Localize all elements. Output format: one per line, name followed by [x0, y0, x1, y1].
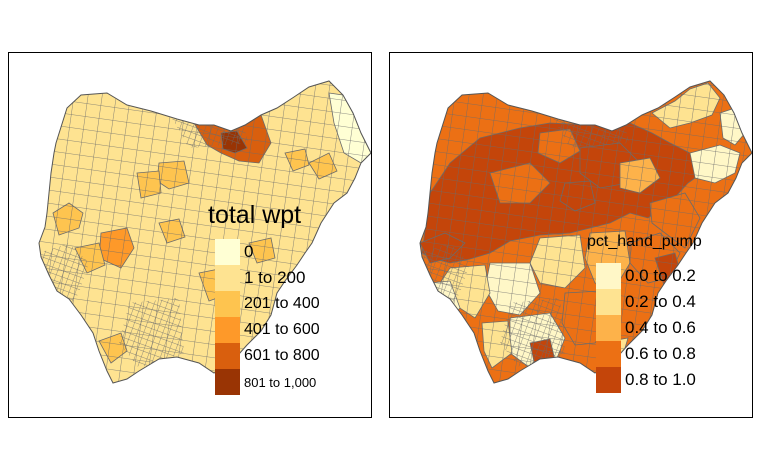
legend-swatch: [596, 263, 621, 289]
legend-item: 0: [215, 239, 253, 265]
legend-label: 1 to 200: [244, 268, 306, 287]
legend-label: 401 to 600: [244, 321, 320, 338]
legend-label: 0.4 to 0.6: [625, 318, 696, 337]
legend-item: 0.2 to 0.4: [596, 289, 696, 315]
legend-item: 0.8 to 1.0: [596, 367, 696, 393]
legend-swatch: [596, 315, 621, 341]
legend-swatch: [596, 289, 621, 315]
legend-title: pct_hand_pump: [587, 233, 702, 250]
legend-item: 201 to 400: [215, 291, 320, 317]
legend-label: 201 to 400: [244, 295, 320, 312]
legend-item: 401 to 600: [215, 317, 320, 343]
legend-label: 601 to 800: [244, 347, 320, 364]
dense-lga-boundaries: [39, 113, 249, 368]
map-panel-total-wpt: total wpt 0 1 to 200 201 to 400 401 to 600 6…: [8, 52, 372, 418]
legend-swatch: [215, 369, 240, 395]
legend-swatch: [215, 317, 240, 343]
legend-label: 0.8 to 1.0: [625, 370, 696, 389]
legend-swatch: [215, 265, 240, 291]
legend-swatch: [215, 239, 240, 265]
legend-swatch: [215, 291, 240, 317]
legend-swatch: [215, 343, 240, 369]
dense-lga-boundaries: [420, 113, 630, 368]
legend-title: total wpt: [208, 201, 302, 229]
legend-label: 0.2 to 0.4: [625, 292, 696, 311]
legend-item: 801 to 1,000: [215, 369, 316, 395]
legend-item: 0.6 to 0.8: [596, 341, 696, 367]
legend-swatch: [596, 341, 621, 367]
legend-label: 0.6 to 0.8: [625, 344, 696, 363]
legend-item: 0.4 to 0.6: [596, 315, 696, 341]
legend-swatch: [596, 367, 621, 393]
legend-item: 1 to 200: [215, 265, 305, 291]
map-panel-pct-hand-pump: pct_hand_pump 0.0 to 0.2 0.2 to 0.4 0.4 to…: [389, 52, 753, 418]
legend-label: 801 to 1,000: [244, 374, 317, 390]
legend-item: 0.0 to 0.2: [596, 263, 696, 289]
nigeria-map-pct-hand-pump: [419, 80, 752, 384]
legend-label: 0.0 to 0.2: [625, 266, 696, 285]
legend-item: 601 to 800: [215, 343, 320, 369]
legend-label: 0: [244, 242, 254, 261]
